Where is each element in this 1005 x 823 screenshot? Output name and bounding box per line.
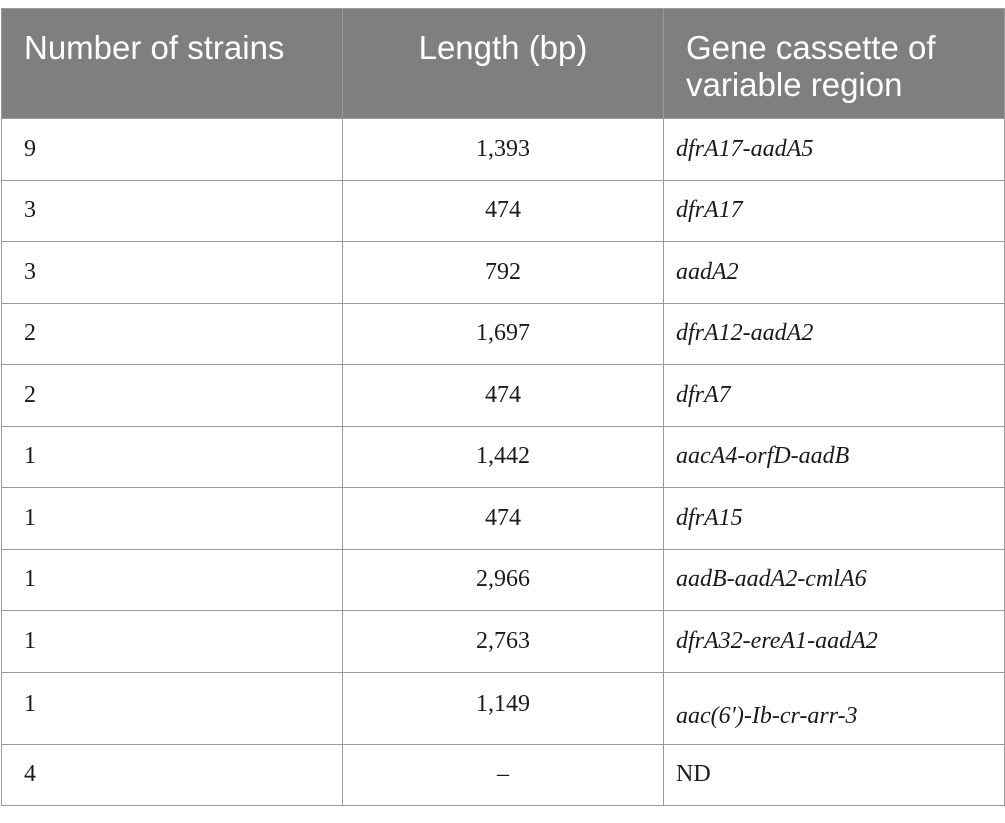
cell-gene-cassette: ND (663, 743, 1005, 806)
cell-gene-cassette: aac(6′)-Ib-cr-arr-3 (663, 671, 1005, 745)
cell-length: 2,763 (342, 610, 664, 673)
header-number-of-strains: Number of strains (1, 8, 343, 119)
cell-number-of-strains: 3 (1, 179, 343, 242)
cell-length: 792 (342, 241, 664, 304)
cell-gene-cassette: dfrA7 (663, 364, 1005, 427)
cell-number-of-strains: 1 (1, 425, 343, 488)
cell-length: 474 (342, 179, 664, 242)
cell-number-of-strains: 3 (1, 241, 343, 304)
cell-gene-cassette: dfrA17-aadA5 (663, 118, 1005, 181)
cell-gene-cassette: aacA4-orfD-aadB (663, 425, 1005, 488)
table-row: 2 1,697 dfrA12-aadA2 (1, 302, 1005, 365)
cell-gene-cassette: dfrA32-ereA1-aadA2 (663, 610, 1005, 673)
cell-number-of-strains: 1 (1, 671, 343, 745)
cell-number-of-strains: 1 (1, 548, 343, 611)
cell-gene-cassette: dfrA15 (663, 487, 1005, 550)
cell-length: 1,149 (342, 671, 664, 745)
cell-length: 1,697 (342, 302, 664, 365)
table-row: 1 2,763 dfrA32-ereA1-aadA2 (1, 610, 1005, 673)
table-row: 3 792 aadA2 (1, 241, 1005, 304)
cell-length: 474 (342, 487, 664, 550)
cell-gene-cassette: dfrA17 (663, 179, 1005, 242)
table-body: 9 1,393 dfrA17-aadA5 3 474 dfrA17 3 792 aadA2 2 1,… (1, 118, 1005, 806)
header-length: Length (bp) (342, 8, 664, 119)
cell-number-of-strains: 4 (1, 743, 343, 806)
cell-gene-cassette: dfrA12-aadA2 (663, 302, 1005, 365)
table-row: 1 2,966 aadB-aadA2-cmlA6 (1, 548, 1005, 611)
cell-length: 2,966 (342, 548, 664, 611)
cell-number-of-strains: 9 (1, 118, 343, 181)
cell-length: 474 (342, 364, 664, 427)
cell-number-of-strains: 1 (1, 487, 343, 550)
cell-number-of-strains: 2 (1, 364, 343, 427)
table-header: Number of strains Length (bp) Gene casse… (1, 8, 1005, 119)
cell-length: 1,442 (342, 425, 664, 488)
cell-number-of-strains: 2 (1, 302, 343, 365)
header-gene-cassette: Gene cassette of variable region (663, 8, 1005, 119)
table-row: 2 474 dfrA7 (1, 364, 1005, 427)
cell-length: – (342, 743, 664, 806)
table-row: 1 1,442 aacA4-orfD-aadB (1, 425, 1005, 488)
cell-gene-cassette: aadB-aadA2-cmlA6 (663, 548, 1005, 611)
header-row: Number of strains Length (bp) Gene casse… (1, 8, 1005, 119)
table-row: 3 474 dfrA17 (1, 179, 1005, 242)
cell-number-of-strains: 1 (1, 610, 343, 673)
table-row: 1 1,149 aac(6′)-Ib-cr-arr-3 (1, 671, 1005, 745)
table-row: 1 474 dfrA15 (1, 487, 1005, 550)
table-row: 4– ND (1, 743, 1005, 806)
cell-length: 1,393 (342, 118, 664, 181)
table-row: 9 1,393 dfrA17-aadA5 (1, 118, 1005, 181)
gene-cassette-table: Number of strains Length (bp) Gene casse… (1, 8, 1005, 806)
cell-gene-cassette: aadA2 (663, 241, 1005, 304)
